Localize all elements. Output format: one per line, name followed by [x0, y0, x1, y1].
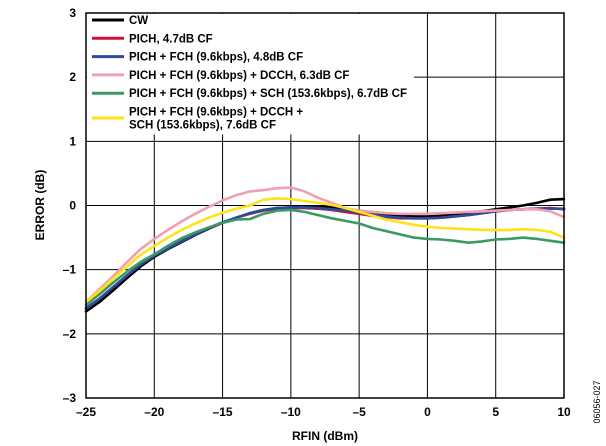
x-tick-labels: –25 –20 –15 –10 –5 0 5 10 [76, 405, 571, 419]
series-line-pich-fch-9-6kbps-dcch-sch-153-6kbps-7-6db-cf [84, 197, 566, 304]
legend-label: SCH (153.6kbps), 7.6dB CF [129, 120, 276, 132]
x-axis-title: RFIN (dBm) [292, 429, 358, 443]
legend-label: PICH + FCH (9.6kbps) + DCCH + [129, 107, 303, 119]
x-tick-label: 10 [557, 405, 571, 419]
legend-label: PICH + FCH (9.6kbps), 4.8dB CF [129, 52, 303, 64]
y-tick-label: 1 [69, 134, 76, 148]
y-tick-label: –1 [63, 263, 77, 277]
series-line-pich-fch-9-6kbps-4-8db-cf [84, 206, 566, 310]
figure-id: 06056-027 [592, 380, 602, 423]
legend-background [87, 14, 414, 135]
series-line-pich-fch-9-6kbps-sch-153-6kbps-6-7db-cf [84, 208, 566, 307]
series-group [84, 186, 566, 313]
y-tick-labels: 3 2 1 0 –1 –2 –3 [63, 6, 77, 405]
y-tick-label: 3 [69, 6, 76, 20]
x-tick-label: –15 [213, 405, 233, 419]
x-tick-label: –5 [352, 405, 366, 419]
x-tick-label: –25 [76, 405, 96, 419]
series-line-pich-fch-9-6kbps-dcch-6-3db-cf [84, 186, 566, 304]
y-tick-label: –3 [63, 391, 77, 405]
y-tick-label: –2 [63, 327, 77, 341]
legend: CW PICH, 4.7dB CF PICH + FCH (9.6kbps), 4.… [92, 15, 407, 132]
plot-frame [85, 12, 565, 399]
x-tick-label: –10 [281, 405, 301, 419]
x-tick-label: 5 [492, 405, 499, 419]
legend-label: PICH + FCH (9.6kbps) + SCH (153.6kbps), … [129, 88, 407, 100]
x-tick-label: 0 [424, 405, 431, 419]
x-tick-label: –20 [144, 405, 164, 419]
y-tick-label: 0 [69, 199, 76, 213]
y-axis-title: ERROR (dB) [33, 170, 47, 241]
legend-label: CW [129, 15, 148, 27]
legend-label: PICH, 4.7dB CF [129, 33, 213, 45]
y-tick-label: 2 [69, 70, 76, 84]
legend-label: PICH + FCH (9.6kbps) + DCCH, 6.3dB CF [129, 70, 349, 82]
